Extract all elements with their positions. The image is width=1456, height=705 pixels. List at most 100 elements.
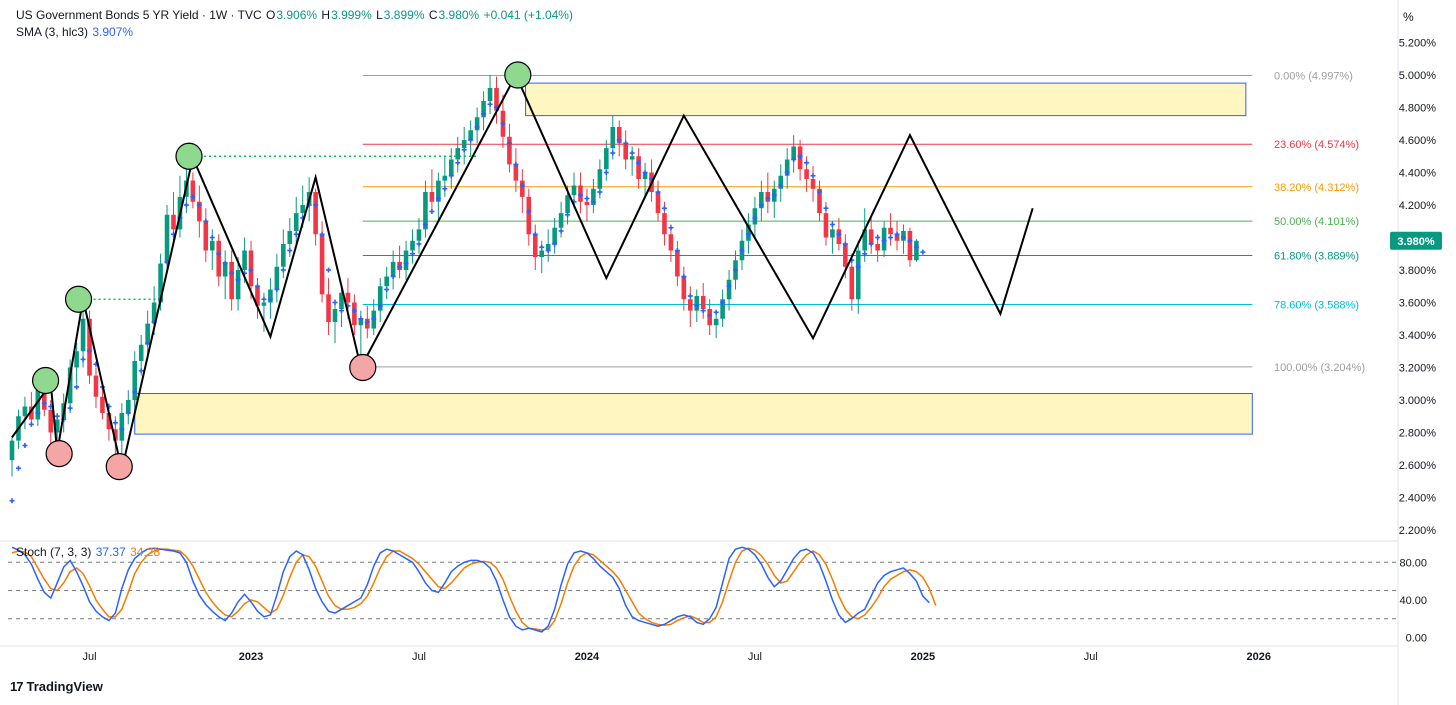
fib-level-label: 50.00% (4.101%): [1274, 216, 1359, 228]
candle-body: [862, 229, 868, 251]
candle: [784, 148, 790, 189]
candle: [87, 310, 92, 384]
sma-point: [920, 249, 926, 255]
sma-point: [739, 248, 745, 253]
candle: [22, 396, 28, 430]
pivot-low-marker: [45, 440, 73, 468]
sma-point: [390, 274, 396, 279]
candle-body: [468, 130, 473, 140]
symbol-title[interactable]: US Government Bonds 5 YR Yield · 1W · TV…: [16, 8, 262, 22]
sma-point: [209, 235, 215, 240]
sma-point: [235, 277, 241, 283]
sma-point: [681, 274, 687, 279]
candle-body: [855, 250, 861, 300]
sma-point: [636, 160, 642, 166]
sma-label[interactable]: SMA (3, hlc3): [16, 25, 89, 39]
high-label: H: [321, 8, 331, 22]
candle-body: [48, 409, 54, 433]
candle: [197, 185, 202, 238]
sma-point: [881, 238, 887, 244]
candle: [791, 135, 796, 173]
sma-point: [468, 137, 474, 143]
candle-body: [255, 286, 260, 306]
fib-level-label: 61.80% (3.889%): [1274, 251, 1359, 263]
sma-point: [41, 400, 47, 406]
sma-point: [280, 267, 286, 273]
candle-body: [203, 221, 209, 251]
candle: [384, 266, 389, 300]
candle-body: [668, 234, 674, 251]
candle-body: [558, 213, 564, 228]
candle-body: [616, 127, 622, 144]
pivot-high-marker: [31, 366, 60, 395]
sma-point: [474, 124, 480, 130]
candle: [888, 213, 893, 246]
candle-body: [390, 261, 396, 277]
candle: [855, 240, 861, 314]
price-axis[interactable]: 5.200%5.000%4.800%4.600%4.400%4.200%4.00…: [1390, 38, 1442, 538]
sma-point: [823, 205, 829, 211]
candle-body: [875, 244, 880, 251]
stoch-d-line: [11, 547, 937, 631]
candle-body: [209, 240, 215, 251]
candle: [914, 239, 919, 262]
candle-body: [384, 276, 389, 287]
sma-point: [791, 157, 797, 162]
sma-point: [138, 368, 144, 374]
candle-body: [87, 318, 92, 376]
stoch-legend: Stoch (7, 3, 3) 37.37 34.28: [16, 545, 161, 559]
sma-point: [9, 498, 15, 504]
sma-point: [455, 160, 461, 166]
sma-point: [461, 147, 467, 153]
sma-point: [377, 303, 383, 309]
sma-point: [216, 251, 222, 257]
sma-point: [513, 161, 519, 167]
candle: [907, 227, 913, 267]
stoch-label[interactable]: Stoch (7, 3, 3): [16, 545, 92, 559]
candle: [397, 245, 402, 279]
sma-point: [254, 283, 260, 289]
sma-point: [829, 222, 835, 227]
sma-point: [422, 222, 428, 227]
close-value: 3.980%: [438, 8, 480, 22]
change-value: +0.041 (+1.04%): [483, 8, 573, 22]
candle-body: [287, 231, 293, 244]
candle-body: [429, 192, 435, 202]
candle: [235, 257, 241, 311]
sma-point: [758, 202, 764, 208]
candle: [765, 172, 771, 214]
stoch-tick-label: 80.00: [1399, 557, 1427, 569]
candle-body: [642, 172, 648, 179]
sma-point: [435, 196, 441, 201]
sma-point: [629, 150, 635, 156]
candle-body: [281, 244, 286, 267]
tradingview-logo[interactable]: 17 TradingView: [10, 679, 103, 694]
candle-body: [164, 214, 170, 264]
pivot-low-marker: [105, 453, 133, 481]
sma-point: [410, 251, 416, 257]
sma-point: [313, 202, 319, 208]
fib-level-label: 100.00% (3.204%): [1274, 362, 1365, 374]
candle-body: [894, 234, 900, 241]
candle-body: [171, 214, 176, 230]
fib-level-label: 0.00% (4.997%): [1274, 70, 1353, 82]
sma-point: [778, 183, 784, 188]
candle-body: [604, 148, 609, 170]
candle-body: [675, 250, 680, 277]
candle-body: [700, 296, 706, 309]
fib-level-label: 23.60% (4.574%): [1274, 139, 1359, 151]
candle-body: [125, 400, 131, 413]
sma-point: [687, 293, 693, 299]
candle: [771, 180, 777, 218]
price-tick-label: 5.200%: [1399, 38, 1437, 50]
candle-body: [455, 148, 461, 160]
candle-body: [80, 318, 86, 352]
time-tick-label: Jul: [82, 651, 96, 663]
time-tick-label: 2024: [575, 651, 600, 663]
price-tick-label: 3.800%: [1399, 265, 1437, 277]
candle: [313, 188, 318, 246]
candle-body: [584, 201, 590, 205]
sma-point: [416, 241, 422, 247]
time-axis[interactable]: Jul 2023 Jul 2024 Jul 2025 Jul 2026: [82, 651, 1271, 663]
candle-body: [29, 406, 34, 420]
